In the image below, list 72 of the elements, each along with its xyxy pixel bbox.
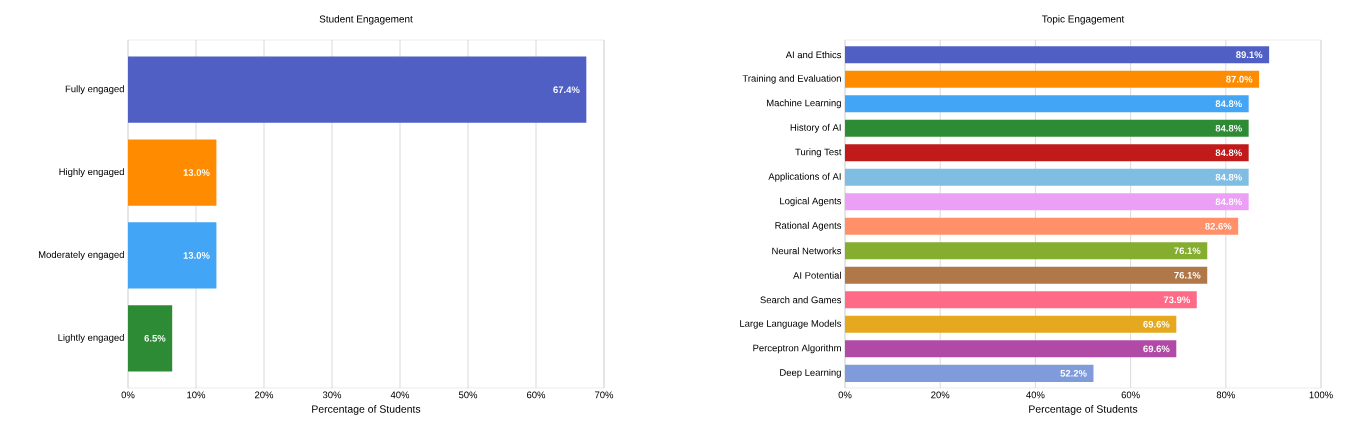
bar [845,95,1249,113]
data-label: 89.1% [1236,51,1263,59]
x-axis-title: Percentage of Students [1029,405,1138,415]
x-tick-label: 60% [527,391,546,399]
x-tick-label: 50% [458,391,478,399]
bar [845,242,1208,260]
data-label: 69.6% [1143,345,1170,353]
x-tick-label: 40% [1026,391,1045,399]
bar [845,119,1249,137]
bar [845,217,1239,235]
bar [845,291,1197,309]
x-axis-title: Percentage of Students [312,405,421,415]
y-tick-label: AI and Ethics [785,51,842,59]
y-tick-label: Moderately engaged [38,251,124,260]
bar [845,364,1094,382]
chart-title: Student Engagement [319,15,413,25]
y-tick-label: Machine Learning [767,99,841,109]
data-label: 6.5% [144,334,166,342]
y-tick-label: Large Language Models [740,319,842,329]
bar [128,305,173,372]
bar [845,70,1260,88]
y-tick-label: Lightly engaged [58,333,124,343]
bar [845,193,1249,211]
data-label: 84.8% [1215,173,1242,181]
data-label: 73.9% [1163,296,1191,304]
x-tick-label: 0% [121,391,135,399]
data-label: 84.8% [1215,198,1242,206]
y-tick-label: Highly engaged [59,168,124,177]
data-label: 69.6% [1143,320,1170,328]
data-label: 76.1% [1174,247,1201,255]
data-label: 82.6% [1205,222,1232,230]
y-tick-label: Deep Learning [780,368,841,378]
y-tick-label: History of AI [790,123,841,133]
y-tick-label: AI Potential [793,271,841,279]
x-tick-label: 30% [322,391,342,399]
data-label: 84.8% [1215,100,1242,108]
data-label: 67.4% [553,86,580,94]
x-tick-label: 100% [1309,391,1333,399]
x-tick-label: 70% [595,391,614,399]
y-tick-label: Rational Agents [775,221,842,231]
data-label: 84.8% [1215,124,1242,132]
bar [845,168,1249,186]
bar [845,340,1177,358]
x-tick-label: 80% [1216,391,1235,399]
bar [845,46,1270,64]
x-tick-label: 20% [931,391,950,399]
bar [128,222,217,289]
y-tick-label: Fully engaged [65,85,124,95]
data-label: 13.0% [183,252,210,259]
x-tick-label: 60% [1121,391,1140,399]
x-tick-label: 40% [390,391,410,399]
data-label: 13.0% [183,169,210,176]
y-tick-label: Logical Agents [780,197,842,207]
y-tick-label: Training and Evaluation [742,74,841,84]
y-tick-label: Turing Test [795,148,842,158]
bar [128,56,587,123]
data-label: 87.0% [1226,75,1253,83]
data-label: 52.2% [1060,369,1087,377]
y-tick-label: Neural Networks [772,247,842,255]
bar [845,144,1249,162]
chart-title: Topic Engagement [1041,15,1125,25]
y-tick-label: Search and Games [760,296,842,304]
bar [845,266,1208,284]
bar [128,139,217,206]
data-label: 84.8% [1215,149,1242,157]
y-tick-label: Perceptron Algorithm [753,344,841,354]
x-tick-label: 0% [838,391,852,399]
y-tick-label: Applications of AI [768,172,841,182]
bar [845,315,1177,333]
x-tick-label: 10% [187,391,206,399]
x-tick-label: 20% [255,391,274,399]
data-label: 76.1% [1174,271,1201,279]
